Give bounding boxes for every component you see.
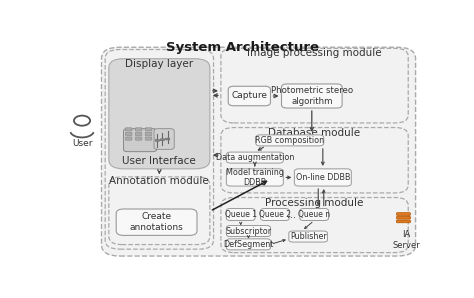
Text: Queue 2: Queue 2 — [259, 210, 291, 219]
Text: Create
annotations: Create annotations — [130, 212, 183, 232]
FancyBboxPatch shape — [124, 129, 156, 152]
Text: Annotation module: Annotation module — [109, 176, 209, 187]
FancyBboxPatch shape — [396, 213, 410, 215]
Text: System Architecture: System Architecture — [166, 41, 319, 55]
Text: On-line DDBB: On-line DDBB — [296, 173, 350, 182]
FancyBboxPatch shape — [145, 137, 152, 140]
Text: DefSegment: DefSegment — [223, 240, 273, 249]
FancyBboxPatch shape — [228, 86, 271, 106]
Text: Photometric stereo
algorithm: Photometric stereo algorithm — [271, 86, 353, 106]
FancyBboxPatch shape — [294, 169, 351, 186]
Text: Publisher: Publisher — [290, 232, 327, 241]
FancyBboxPatch shape — [227, 169, 283, 186]
Text: IA
Server: IA Server — [392, 230, 420, 250]
FancyBboxPatch shape — [145, 128, 152, 131]
FancyBboxPatch shape — [135, 128, 142, 131]
FancyBboxPatch shape — [160, 139, 164, 141]
Text: Data augmentation: Data augmentation — [216, 153, 294, 162]
FancyBboxPatch shape — [221, 128, 408, 193]
FancyBboxPatch shape — [135, 132, 142, 136]
FancyBboxPatch shape — [116, 209, 197, 235]
FancyBboxPatch shape — [145, 132, 152, 136]
Text: Queue n: Queue n — [298, 210, 330, 219]
FancyBboxPatch shape — [125, 128, 132, 131]
Text: Processing module: Processing module — [265, 198, 364, 208]
Text: Image processing module: Image processing module — [247, 48, 382, 58]
FancyBboxPatch shape — [155, 139, 160, 141]
Text: ...: ... — [287, 209, 296, 220]
FancyBboxPatch shape — [396, 220, 410, 223]
Text: Subscriptor: Subscriptor — [225, 226, 272, 235]
FancyBboxPatch shape — [154, 129, 174, 149]
Text: RGB composition: RGB composition — [255, 136, 324, 145]
Text: Queue 1: Queue 1 — [225, 210, 257, 219]
FancyBboxPatch shape — [109, 177, 210, 245]
FancyBboxPatch shape — [227, 209, 255, 221]
FancyBboxPatch shape — [282, 84, 342, 108]
Text: Database module: Database module — [268, 128, 361, 138]
Text: User Interface: User Interface — [122, 156, 196, 166]
FancyBboxPatch shape — [227, 226, 271, 237]
FancyBboxPatch shape — [125, 132, 132, 136]
Text: Model training
DDBB: Model training DDBB — [226, 168, 284, 187]
FancyBboxPatch shape — [396, 216, 410, 219]
FancyBboxPatch shape — [261, 209, 289, 221]
FancyBboxPatch shape — [227, 239, 271, 250]
FancyBboxPatch shape — [300, 209, 328, 221]
Text: Display layer: Display layer — [125, 59, 193, 69]
Text: Capture: Capture — [231, 91, 267, 100]
FancyBboxPatch shape — [256, 135, 324, 146]
FancyBboxPatch shape — [109, 59, 210, 169]
FancyBboxPatch shape — [165, 138, 170, 140]
FancyBboxPatch shape — [135, 137, 142, 140]
FancyBboxPatch shape — [125, 137, 132, 140]
FancyBboxPatch shape — [221, 48, 408, 123]
Text: User: User — [72, 139, 92, 148]
FancyBboxPatch shape — [227, 152, 283, 163]
FancyBboxPatch shape — [221, 198, 408, 253]
FancyBboxPatch shape — [289, 231, 328, 242]
FancyBboxPatch shape — [105, 49, 213, 249]
FancyBboxPatch shape — [101, 47, 416, 256]
